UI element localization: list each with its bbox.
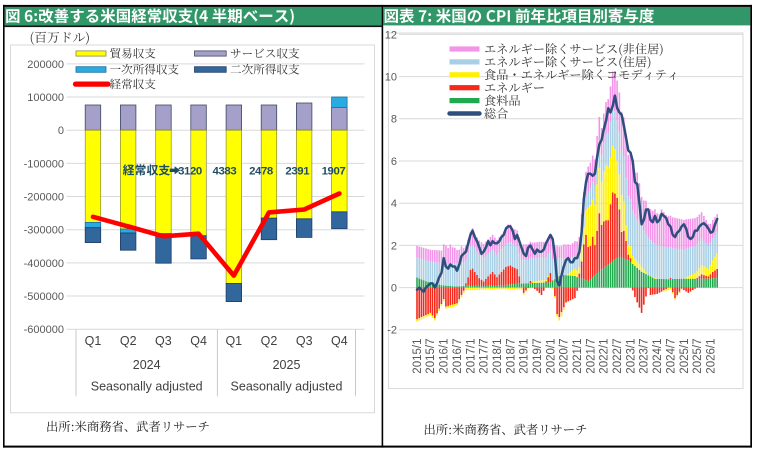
svg-text:Q1: Q1 xyxy=(85,334,102,348)
svg-text:2022/1: 2022/1 xyxy=(599,339,611,374)
svg-text:Q2: Q2 xyxy=(120,334,137,348)
svg-text:Q3: Q3 xyxy=(296,334,313,348)
svg-text:2016/1: 2016/1 xyxy=(439,339,451,374)
svg-text:0: 0 xyxy=(58,125,64,137)
svg-text:-300000: -300000 xyxy=(24,225,64,237)
svg-text:2020/1: 2020/1 xyxy=(545,339,557,374)
svg-text:12: 12 xyxy=(385,29,397,41)
svg-text:2019/7: 2019/7 xyxy=(532,339,544,374)
svg-text:-600000: -600000 xyxy=(24,324,64,336)
svg-text:2023/1: 2023/1 xyxy=(625,339,637,374)
svg-text:2024/1: 2024/1 xyxy=(652,339,664,374)
svg-text:2: 2 xyxy=(391,240,397,252)
svg-text:2024: 2024 xyxy=(133,358,161,372)
svg-text:2015/1: 2015/1 xyxy=(412,339,424,374)
svg-text:1907: 1907 xyxy=(322,165,346,177)
svg-text:-500000: -500000 xyxy=(24,291,64,303)
svg-text:10: 10 xyxy=(385,72,397,84)
svg-text:2025/1: 2025/1 xyxy=(679,339,691,374)
svg-text:2015/7: 2015/7 xyxy=(425,339,437,374)
svg-text:0: 0 xyxy=(391,283,397,295)
svg-text:2026/1: 2026/1 xyxy=(706,339,718,374)
svg-text:Q3: Q3 xyxy=(155,334,172,348)
svg-text:2391: 2391 xyxy=(285,165,310,177)
svg-text:100000: 100000 xyxy=(27,92,64,104)
svg-text:-200000: -200000 xyxy=(24,191,64,203)
svg-text:2020/7: 2020/7 xyxy=(559,339,571,374)
svg-text:-400000: -400000 xyxy=(24,258,64,270)
svg-text:Q1: Q1 xyxy=(225,334,242,348)
svg-text:8: 8 xyxy=(391,114,397,126)
svg-text:4: 4 xyxy=(391,198,397,210)
svg-text:Q4: Q4 xyxy=(331,334,348,348)
svg-text:2019/1: 2019/1 xyxy=(519,339,531,374)
svg-text:-2: -2 xyxy=(387,325,397,337)
svg-text:2018/7: 2018/7 xyxy=(505,339,517,374)
svg-text:2478: 2478 xyxy=(249,165,273,177)
svg-text:4383: 4383 xyxy=(213,165,237,177)
svg-text:2021/7: 2021/7 xyxy=(585,339,597,374)
svg-text:200000: 200000 xyxy=(27,59,64,71)
svg-text:3120: 3120 xyxy=(178,165,202,177)
svg-text:Q2: Q2 xyxy=(261,334,278,348)
svg-text:Seasonally adjusted: Seasonally adjusted xyxy=(91,380,203,394)
svg-text:2025/7: 2025/7 xyxy=(692,339,704,374)
svg-text:2025: 2025 xyxy=(273,358,301,372)
svg-text:Q4: Q4 xyxy=(190,334,207,348)
svg-text:Seasonally adjusted: Seasonally adjusted xyxy=(231,380,343,394)
svg-text:2016/7: 2016/7 xyxy=(452,339,464,374)
svg-text:6: 6 xyxy=(391,156,397,168)
svg-text:2018/1: 2018/1 xyxy=(492,339,504,374)
svg-text:2023/7: 2023/7 xyxy=(639,339,651,374)
svg-text:2022/7: 2022/7 xyxy=(612,339,624,374)
svg-text:2017/1: 2017/1 xyxy=(465,339,477,374)
svg-text:2017/7: 2017/7 xyxy=(479,339,491,374)
svg-text:2021/1: 2021/1 xyxy=(572,339,584,374)
svg-text:-100000: -100000 xyxy=(24,158,64,170)
svg-text:2024/7: 2024/7 xyxy=(665,339,677,374)
